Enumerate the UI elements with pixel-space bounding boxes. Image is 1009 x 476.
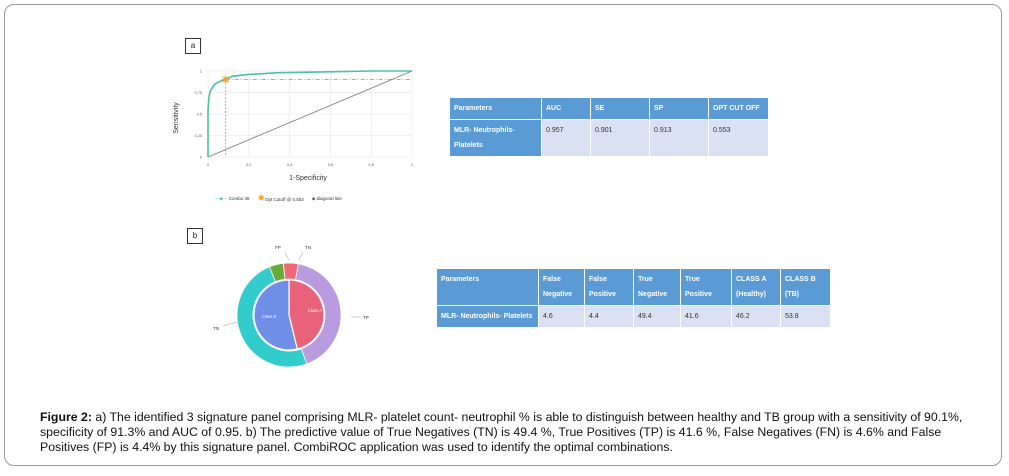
- caption-lead: Figure 2:: [40, 410, 92, 424]
- x-axis-title: 1-Specificity: [289, 175, 327, 182]
- panel-b-label: b: [187, 228, 203, 244]
- label-tn-top: TN: [305, 245, 311, 250]
- table-a-header-cell: OPT CUT OFF: [708, 97, 769, 120]
- donut-outer-slice-fn: [282, 262, 299, 281]
- table-b-cell: MLR- Neutrophils- Platelets: [436, 305, 539, 328]
- table-a-cell: 0.553: [708, 119, 769, 157]
- diagonal-line: [207, 70, 413, 158]
- y-axis-title: Sensitivity: [173, 102, 180, 134]
- x-tick-label: 0.8: [369, 163, 374, 167]
- panel-a-label: a: [185, 38, 201, 54]
- table-a-header: Parameters AUC SE SP OPT CUT OFF: [449, 97, 769, 120]
- roc-chart: Sensitivity 1-Specificity 1 0.75 0.5 0.25 0 0…: [173, 70, 413, 183]
- table-b-cell: 53.8: [780, 305, 831, 328]
- table-a-header-cell: AUC: [541, 97, 591, 120]
- y-tick-label: 0.75: [195, 91, 202, 95]
- x-tick-label: 1: [411, 163, 413, 167]
- figure-frame: [4, 4, 1002, 466]
- y-tick-label: 0.25: [195, 134, 202, 138]
- table-b-cell: 4.6: [538, 305, 585, 328]
- donut-inner-slice-class-b: [253, 279, 299, 351]
- roc-legend: —◆— Combo 38 ✸Opt Cutoff @ 0.553 ◆ diago…: [215, 193, 342, 204]
- table-b-cell: 4.4: [584, 305, 634, 328]
- caption-text: a) The identified 3 signature panel comp…: [40, 410, 963, 454]
- diamond-icon: ◆: [311, 195, 316, 201]
- table-b-cell: 49.4: [633, 305, 681, 328]
- opt-cutoff-marker: [220, 74, 231, 85]
- x-tick-label: 0: [207, 163, 209, 167]
- table-a-cell: 0.901: [590, 119, 650, 157]
- table-b-header-cell: CLASS A (Healthy): [731, 268, 781, 306]
- table-a-header-cell: Parameters: [449, 97, 542, 120]
- table-b-header-cell: True Positive: [680, 268, 732, 306]
- x-tick-label: 0.6: [328, 163, 333, 167]
- table-b-cell: 46.2: [731, 305, 781, 328]
- legend-item-combo: —◆— Combo 38: [215, 195, 250, 201]
- x-tick-label: 0.2: [246, 163, 251, 167]
- table-b-cell: 41.6: [680, 305, 732, 328]
- table-a-cell: 0.913: [649, 119, 709, 157]
- table-a: Parameters AUC SE SP OPT CUT OFF MLR- Ne…: [449, 97, 769, 157]
- table-b: Parameters False Negative False Positive…: [436, 268, 831, 328]
- table-b-header-cell: Parameters: [436, 268, 539, 306]
- y-tick-label: 0.5: [197, 113, 202, 117]
- x-tick-label: 0.4: [287, 163, 292, 167]
- roc-curve: [207, 70, 412, 157]
- y-tick-label: 0: [200, 156, 202, 160]
- label-class-a: Class A: [308, 308, 322, 313]
- table-a-header-cell: SP: [649, 97, 709, 120]
- table-b-header: Parameters False Negative False Positive…: [436, 268, 831, 306]
- y-tick-label: 1: [200, 70, 202, 74]
- label-fp: FP: [275, 245, 281, 250]
- table-b-header-cell: CLASS B (TB): [780, 268, 831, 306]
- star-icon: ✸: [257, 193, 266, 203]
- table-a-cell: 0.957: [541, 119, 591, 157]
- table-b-header-cell: False Negative: [538, 268, 585, 306]
- table-row: MLR- Neutrophils- Platelets 0.957 0.901 …: [449, 119, 769, 157]
- table-row: MLR- Neutrophils- Platelets 4.6 4.4 49.4…: [436, 305, 831, 328]
- figure-caption: Figure 2: a) The identified 3 signature …: [40, 410, 980, 455]
- label-tn: TN: [213, 326, 219, 331]
- table-b-header-cell: True Negative: [633, 268, 681, 306]
- donut-chart: FP TN TN TP Class B Class A: [213, 245, 369, 368]
- legend-line-icon: —◆—: [215, 195, 228, 201]
- legend-item-cutoff: ✸Opt Cutoff @ 0.553: [257, 193, 304, 203]
- label-class-b: Class B: [262, 314, 277, 319]
- legend-item-diagonal: ◆ diagonal line: [311, 195, 342, 201]
- table-a-cell: MLR- Neutrophils- Platelets: [449, 119, 542, 157]
- table-a-header-cell: SE: [590, 97, 650, 120]
- label-tp: TP: [363, 315, 369, 320]
- table-b-header-cell: False Positive: [584, 268, 634, 306]
